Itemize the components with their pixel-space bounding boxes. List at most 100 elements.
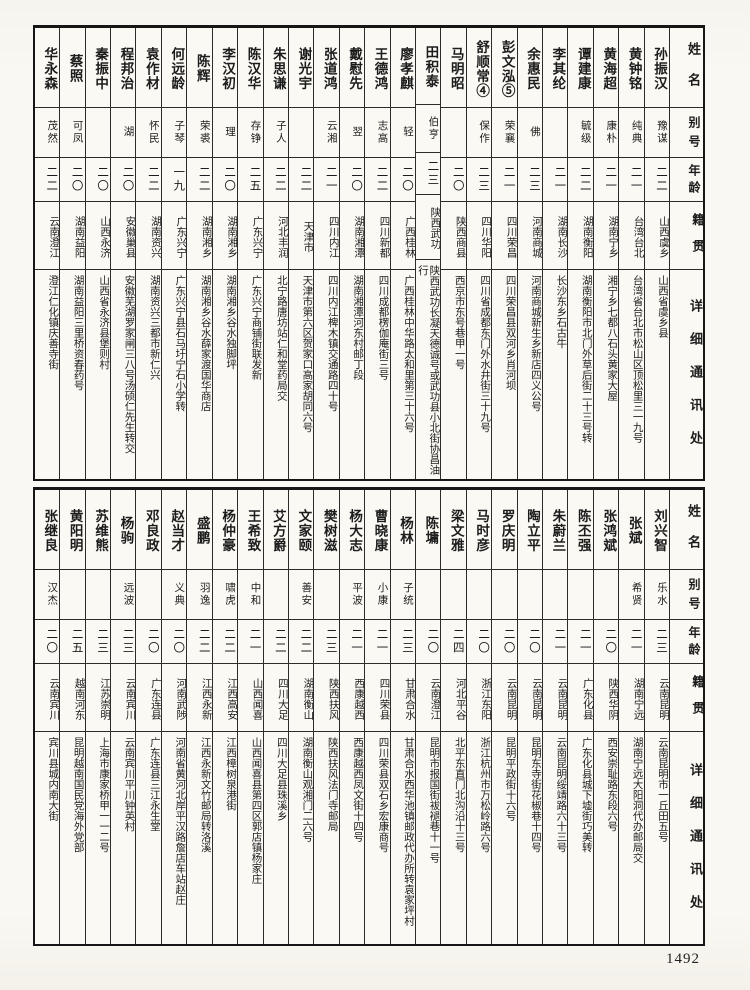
- age-cell: 二〇: [441, 158, 466, 202]
- person-column: 曹晓康 小康 二一 四川荣县 四川荣县双石乡宏康商号: [364, 490, 390, 944]
- native-place-cell: 四川大足: [263, 664, 288, 732]
- address-cell: 河南商城新生乡新店四义公号: [529, 275, 541, 412]
- address-cell: 湖南益阳三里桥资春药号: [72, 275, 84, 391]
- age-cell: 二〇: [415, 620, 441, 664]
- name-cell: 赵当才: [161, 490, 187, 570]
- address-cell: 西京市东号巷甲一号: [453, 275, 465, 370]
- name-cell: 黄海超: [593, 28, 619, 108]
- native-place-cell: 湖南益阳: [60, 202, 85, 270]
- courtesy-name-cell: 平波: [339, 570, 365, 620]
- age-cell: 二五: [238, 158, 263, 202]
- age-cell: 二三: [466, 158, 492, 202]
- native-place-cell: 湖南湘乡: [212, 202, 238, 270]
- address-cell: 云南宾川平川钟英村: [123, 737, 135, 832]
- native-place-cell: 陕西华阴: [593, 664, 619, 732]
- native-place-cell: 广东连县: [136, 664, 161, 732]
- address-cell: 江西永新文竹邮局转洛溪: [199, 737, 211, 853]
- native-place-cell: 湖南衡阳: [568, 202, 593, 270]
- age-cell: 二一: [339, 620, 365, 664]
- courtesy-name-cell: 云湘: [314, 108, 339, 158]
- address-cell: 湖南湘乡谷水独脚坪: [225, 275, 237, 370]
- age-cell: 二二: [136, 158, 161, 202]
- name-cell: 彭文泓⑤: [492, 28, 517, 108]
- address-cell: 台湾省台北市松山区顶松里三一九号: [631, 275, 643, 443]
- age-cell: 二一: [568, 620, 593, 664]
- address-cell: 山西闻喜县第四区郭店镇杨家庄: [250, 737, 262, 884]
- native-place-cell: 陕西武功: [415, 195, 441, 261]
- address-cell: 安徽芜湖罗家闸三八号汤硕仁先生转交: [123, 275, 135, 454]
- person-column: 舒顺常④ 保作 二三 四川华阳 四川省成都东门外水井街三十九号: [465, 28, 492, 479]
- directory-table-upper: 姓名 别号 年龄 籍贯 详细通讯处 孙振汉 豫谋 二二 山西虞乡 山西省虞乡县 黄钟铭 纯典…: [33, 25, 705, 481]
- address-cell: 河南省黄河北岸平汉路詹店车站赵庄: [174, 737, 186, 905]
- header-courtesy: 别号: [670, 108, 703, 158]
- header-name: 姓名: [670, 28, 703, 108]
- native-place-cell: 陕西商县: [441, 202, 466, 270]
- address-cell: 四川大足县珠溪乡: [275, 737, 287, 821]
- address-cell: 昆明越南国民党海外党部: [72, 737, 84, 853]
- age-cell: 二一: [619, 158, 644, 202]
- name-cell: 谭建康: [568, 28, 593, 108]
- name-cell: 曹晓康: [365, 490, 390, 570]
- age-cell: 二一: [314, 158, 339, 202]
- native-place-cell: 广东兴宁: [238, 202, 263, 270]
- age-cell: 二三: [415, 153, 441, 196]
- age-cell: 二二: [644, 158, 669, 202]
- person-column: 刘兴智 乐水 二三 云南昆明 云南昆明市一丘田五号: [643, 490, 669, 944]
- person-column: 梁文雅 二四 河北平谷 北平东直门北沟沿十三号: [440, 490, 466, 944]
- person-column: 谢光宇 二二 天津市 天津市第六区贺家口高家胡同六号: [287, 28, 314, 479]
- courtesy-name-cell: 小康: [365, 570, 390, 620]
- address-cell: 长沙东乡石古牛: [555, 275, 567, 349]
- native-place-cell: 江苏崇明: [85, 664, 111, 732]
- courtesy-name-cell: 子人: [263, 108, 288, 158]
- person-column: 杨大志 平波 二一 西康越西 西康越西凤文街十四号: [338, 490, 365, 944]
- person-column: 黄阳明 二五 越南河东 昆明越南国民党海外党部: [59, 490, 85, 944]
- native-place-cell: 广东兴宁: [161, 202, 187, 270]
- name-cell: 朱蔚兰: [542, 490, 568, 570]
- name-cell: 罗庆明: [492, 490, 517, 570]
- native-place-cell: 四川华阳: [466, 202, 492, 270]
- name-cell: 何远龄: [161, 28, 187, 108]
- courtesy-name-cell: [314, 570, 339, 620]
- header-column: 姓名 别号 年龄 籍贯 详细通讯处: [669, 28, 703, 479]
- age-cell: 二三: [390, 620, 415, 664]
- person-column: 邓良政 二〇 广东连县 广东连县三江永生堂: [135, 490, 161, 944]
- courtesy-name-cell: 佛: [517, 108, 542, 158]
- native-place-cell: 湖南湘潭: [339, 202, 365, 270]
- age-cell: 二〇: [111, 158, 136, 202]
- address-cell: 甘肃合水西华池镇邮政代办所转袁家坪村: [402, 737, 414, 926]
- native-place-cell: 云南昆明: [492, 664, 517, 732]
- name-cell: 程邦治: [111, 28, 136, 108]
- name-cell: 黄钟铭: [619, 28, 644, 108]
- courtesy-name-cell: 可凤: [60, 108, 85, 158]
- address-cell: 广东兴宁商铺街联发新: [250, 275, 262, 380]
- address-cell: 湖南衡山观湘门二六号: [301, 737, 313, 842]
- person-column: 戴慰先翌二〇 湖南湘潭 湖南湘潭河东村邮丁段: [338, 28, 365, 479]
- native-place-cell: 天津市: [288, 202, 314, 270]
- native-place-cell: 四川新都: [365, 202, 390, 270]
- courtesy-name-cell: 义典: [161, 570, 187, 620]
- address-cell: 上海市康家桥甲一一二号: [98, 737, 110, 853]
- person-column: 杨驹 远波 二三 云南宾川 云南宾川平川钟英村: [110, 490, 136, 944]
- age-cell: 二〇: [339, 158, 365, 202]
- native-place-cell: 广东化县: [568, 664, 593, 732]
- person-column: 何远龄 子琴 一九 广东兴宁 广东兴宁县石马圩宁石小学转: [160, 28, 187, 479]
- age-cell: 二三: [644, 620, 669, 664]
- courtesy-name-cell: [263, 570, 288, 620]
- age-cell: 二二: [212, 620, 238, 664]
- age-cell: 二〇: [60, 158, 85, 202]
- courtesy-name-cell: 存铮: [238, 108, 263, 158]
- person-column: 袁作材 怀民 二二 湖南资兴 湖南资兴三都市新仁兴: [135, 28, 161, 479]
- age-cell: 二二: [288, 620, 314, 664]
- age-cell: 二〇: [390, 158, 415, 202]
- native-place-cell: 江西永新: [187, 664, 212, 732]
- name-cell: 梁文雅: [441, 490, 466, 570]
- courtesy-name-cell: 乐水: [644, 570, 669, 620]
- age-cell: 二四: [441, 620, 466, 664]
- person-column: 文家颐 善安 二二 湖南衡山 湖南衡山观湘门二六号: [287, 490, 314, 944]
- address-cell: 湖南湘乡谷水薛家渡国华商店: [199, 275, 211, 412]
- person-column: 罗庆明 二〇 云南昆明 昆明平政街十六号: [491, 490, 517, 944]
- name-cell: 杨驹: [111, 490, 136, 570]
- age-cell: 二一: [593, 158, 619, 202]
- address-cell: 昆明市报国街袚褪巷十一号: [428, 737, 440, 863]
- courtesy-name-cell: [542, 570, 568, 620]
